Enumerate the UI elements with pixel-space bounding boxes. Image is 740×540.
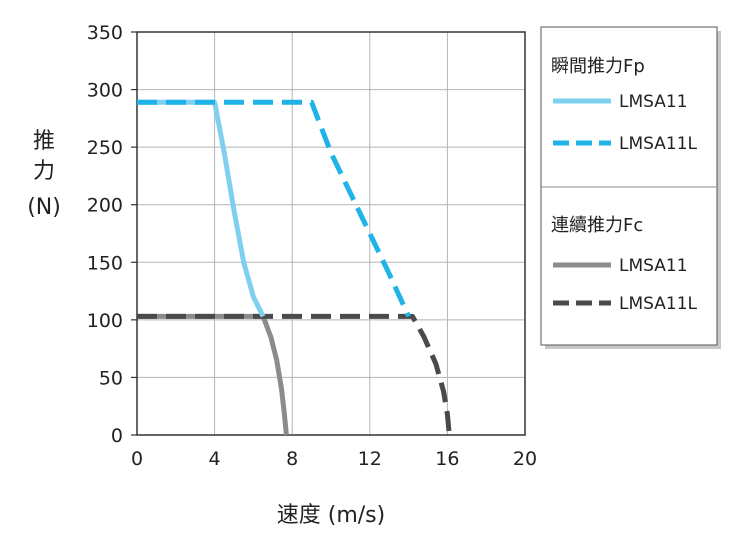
legend-entry-label: LMSA11L bbox=[619, 134, 698, 154]
x-axis-title: 速度 (m/s) bbox=[277, 503, 385, 528]
y-tick-label: 100 bbox=[87, 310, 123, 332]
series-line-4 bbox=[137, 313, 452, 436]
legend-entry-label: LMSA11 bbox=[619, 92, 688, 112]
x-tick-labels: 0 4 8 12 16 20 bbox=[131, 448, 537, 470]
x-tick-label: 0 bbox=[131, 448, 143, 470]
series-line-2 bbox=[137, 99, 411, 318]
y-tick-label: 50 bbox=[99, 367, 123, 389]
y-axis-title-unit: (N) bbox=[27, 195, 61, 220]
y-tick-label: 0 bbox=[111, 425, 123, 447]
series-line-3 bbox=[137, 313, 289, 436]
y-tick-label: 200 bbox=[87, 195, 123, 217]
legend: 瞬間推力Fp LMSA11 LMSA11L 連續推力Fc LMSA11 LMSA11L bbox=[540, 26, 721, 349]
x-tick-label: 20 bbox=[513, 448, 537, 470]
plot-frame bbox=[136, 31, 526, 436]
x-tick-label: 8 bbox=[286, 448, 298, 470]
y-tick-label: 150 bbox=[87, 252, 123, 274]
y-tick-label: 250 bbox=[87, 137, 123, 159]
x-tick-label: 16 bbox=[435, 448, 459, 470]
legend-box bbox=[540, 26, 718, 346]
x-tick-label: 4 bbox=[209, 448, 221, 470]
legend-group-title: 瞬間推力Fp bbox=[551, 56, 645, 77]
y-tick-label: 350 bbox=[87, 22, 123, 44]
legend-entry-label: LMSA11 bbox=[619, 256, 688, 276]
legend-group-title: 連續推力Fc bbox=[551, 215, 643, 236]
y-axis-title-char-1: 推 bbox=[33, 129, 55, 154]
y-axis-title-char-2: 力 bbox=[33, 159, 55, 184]
grid bbox=[131, 31, 526, 436]
x-tick-label: 12 bbox=[358, 448, 382, 470]
y-tick-labels: 0 50 100 150 200 250 300 350 bbox=[87, 22, 123, 447]
series-lines bbox=[137, 99, 452, 436]
series-line-1 bbox=[137, 99, 266, 318]
legend-entry-label: LMSA11L bbox=[619, 294, 698, 314]
y-tick-label: 300 bbox=[87, 80, 123, 102]
